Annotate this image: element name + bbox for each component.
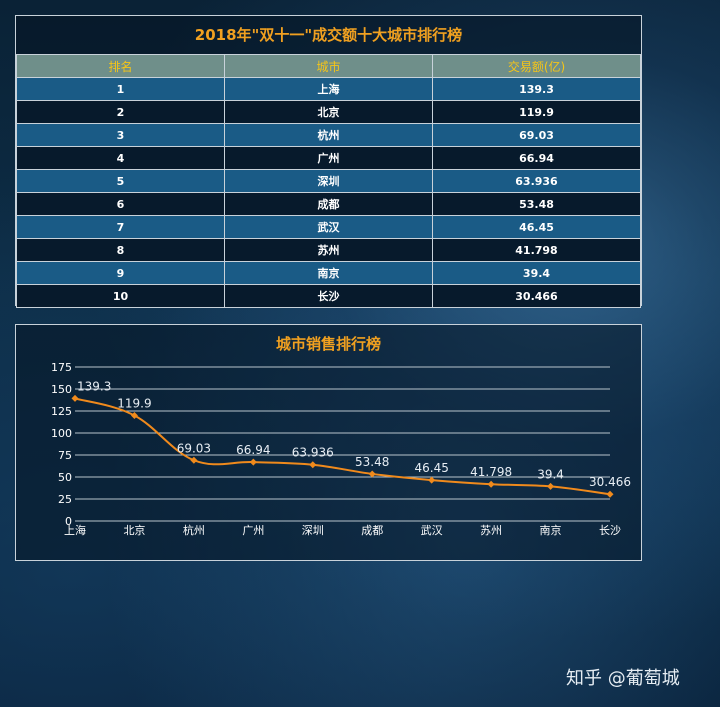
city-cell: 南京 [224, 261, 433, 285]
table-row: 3 杭州 69.03 [16, 123, 641, 147]
y-tick-label: 50 [58, 471, 72, 484]
amount-cell: 139.3 [432, 77, 641, 101]
chart-title: 城市销售排行榜 [275, 335, 381, 353]
table-title: 2018年"双十一"成交额十大城市排行榜 [194, 26, 463, 44]
x-tick-label: 长沙 [599, 524, 621, 537]
city-cell: 北京 [224, 100, 433, 124]
table-row: 6 成都 53.48 [16, 192, 641, 216]
data-label: 39.4 [537, 467, 564, 481]
y-tick-label: 175 [51, 361, 72, 374]
rank-cell: 10 [16, 284, 225, 308]
data-point [428, 476, 436, 484]
table-row: 2 北京 119.9 [16, 100, 641, 124]
table-header-row: 排名 城市 交易额(亿) [16, 54, 641, 78]
data-label: 139.3 [77, 379, 111, 393]
data-point [487, 480, 495, 488]
data-point [606, 490, 614, 498]
ranking-table: 排名 城市 交易额(亿) 1 上海 139.3 2 北京 119.9 3 杭州 … [16, 54, 641, 308]
data-label: 30.466 [589, 475, 631, 489]
x-tick-label: 南京 [540, 523, 562, 537]
table-row: 8 苏州 41.798 [16, 238, 641, 262]
city-cell: 长沙 [224, 284, 433, 308]
amount-cell: 69.03 [432, 123, 641, 147]
rank-cell: 3 [16, 123, 225, 147]
y-tick-label: 25 [58, 493, 72, 506]
table-row: 9 南京 39.4 [16, 261, 641, 285]
rank-cell: 5 [16, 169, 225, 193]
data-label: 41.798 [470, 465, 512, 479]
watermark: 知乎 @葡萄城 [566, 668, 680, 689]
x-tick-label: 杭州 [183, 523, 205, 537]
y-tick-label: 75 [58, 449, 72, 462]
city-cell: 上海 [224, 77, 433, 101]
amount-cell: 30.466 [432, 284, 641, 308]
city-cell: 深圳 [224, 169, 433, 193]
data-point [249, 458, 257, 466]
data-label: 53.48 [355, 455, 389, 469]
city-cell: 杭州 [224, 123, 433, 147]
data-label: 46.45 [414, 461, 448, 475]
rank-cell: 4 [16, 146, 225, 170]
amount-cell: 46.45 [432, 215, 641, 239]
table-row: 7 武汉 46.45 [16, 215, 641, 239]
data-label: 119.9 [117, 396, 151, 410]
data-point [71, 394, 79, 402]
x-tick-label: 深圳 [302, 524, 324, 537]
x-tick-label: 苏州 [480, 524, 502, 537]
data-label: 63.936 [292, 446, 334, 460]
x-tick-label: 北京 [123, 523, 145, 537]
amount-cell: 41.798 [432, 238, 641, 262]
y-tick-label: 125 [51, 405, 72, 418]
amount-cell: 53.48 [432, 192, 641, 216]
amount-cell: 63.936 [432, 169, 641, 193]
rank-cell: 9 [16, 261, 225, 285]
header-rank: 排名 [16, 54, 225, 78]
data-label: 66.94 [236, 443, 270, 457]
city-cell: 广州 [224, 146, 433, 170]
city-cell: 苏州 [224, 238, 433, 262]
table-row: 1 上海 139.3 [16, 77, 641, 101]
rank-cell: 6 [16, 192, 225, 216]
amount-cell: 119.9 [432, 100, 641, 124]
table-row: 5 深圳 63.936 [16, 169, 641, 193]
sales-chart-panel: 城市销售排行榜 0 25 50 75 100 125 150 175 上海 北京 杭州 广州 深圳 成都 武… [15, 324, 642, 561]
y-tick-label: 150 [51, 383, 72, 396]
x-tick-label: 上海 [64, 523, 86, 537]
data-point [368, 470, 376, 478]
city-cell: 成都 [224, 192, 433, 216]
y-tick-label: 100 [51, 427, 72, 440]
data-point [130, 411, 138, 419]
amount-cell: 39.4 [432, 261, 641, 285]
data-point [190, 456, 198, 464]
series-line [74, 397, 611, 496]
rank-cell: 2 [16, 100, 225, 124]
rank-cell: 8 [16, 238, 225, 262]
data-point [309, 461, 317, 469]
x-tick-label: 武汉 [421, 524, 443, 537]
table-row: 4 广州 66.94 [16, 146, 641, 170]
y-tick-label: 0 [65, 515, 72, 528]
table-row: 10 长沙 30.466 [16, 284, 641, 308]
x-tick-label: 广州 [242, 524, 264, 537]
line-chart: 0 25 50 75 100 125 150 175 上海 北京 杭州 广州 深圳 成都 武汉 苏州 南京 长沙 1… [51, 361, 631, 537]
ranking-table-panel: 2018年"双十一"成交额十大城市排行榜 排名 城市 交易额(亿) 1 上海 1… [15, 15, 642, 308]
header-city: 城市 [224, 54, 433, 78]
data-label: 69.03 [177, 441, 211, 455]
data-point [547, 482, 555, 490]
city-cell: 武汉 [224, 215, 433, 239]
x-tick-label: 成都 [361, 524, 383, 537]
rank-cell: 1 [16, 77, 225, 101]
amount-cell: 66.94 [432, 146, 641, 170]
rank-cell: 7 [16, 215, 225, 239]
header-amount: 交易额(亿) [432, 54, 641, 78]
